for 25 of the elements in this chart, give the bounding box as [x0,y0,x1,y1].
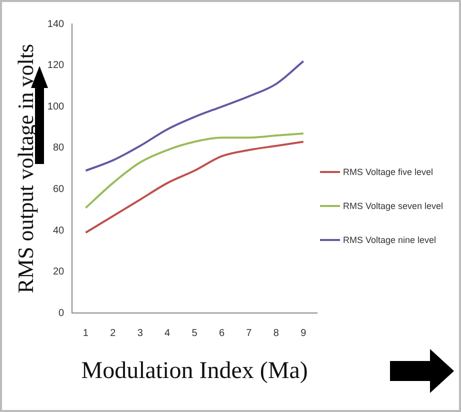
y-tick-label: 60 [52,184,65,196]
x-tick-label: 9 [300,328,307,339]
y-tick-label: 40 [52,225,65,236]
y-tick-label: 0 [58,308,65,319]
x-tick-label: 6 [218,328,225,339]
legend-label: RMS Voltage nine level [343,235,436,245]
x-tick-label: 2 [110,328,116,339]
y-tick-label: 140 [47,18,65,30]
line-series [84,140,304,234]
y-tick-label: 80 [52,142,65,154]
legend-label: RMS Voltage seven level [343,201,444,211]
x-tick-label: 1 [82,328,89,339]
line-series [84,60,304,172]
y-tick-label: 120 [47,60,65,72]
y-tick-label: 100 [47,101,65,112]
x-tick-label: 7 [246,328,252,339]
line-series [84,132,304,209]
y-axis-title: RMS output voltage in volts [12,44,38,294]
x-tick-label: 4 [164,328,171,339]
x-axis-title: Modulation Index (Ma) [81,358,308,384]
x-tick-label: 3 [137,328,144,339]
legend-label: RMS Voltage five level [343,167,434,177]
x-tick-label: 8 [273,328,280,339]
y-tick-label: 20 [52,266,65,278]
x-tick-label: 5 [192,328,198,339]
